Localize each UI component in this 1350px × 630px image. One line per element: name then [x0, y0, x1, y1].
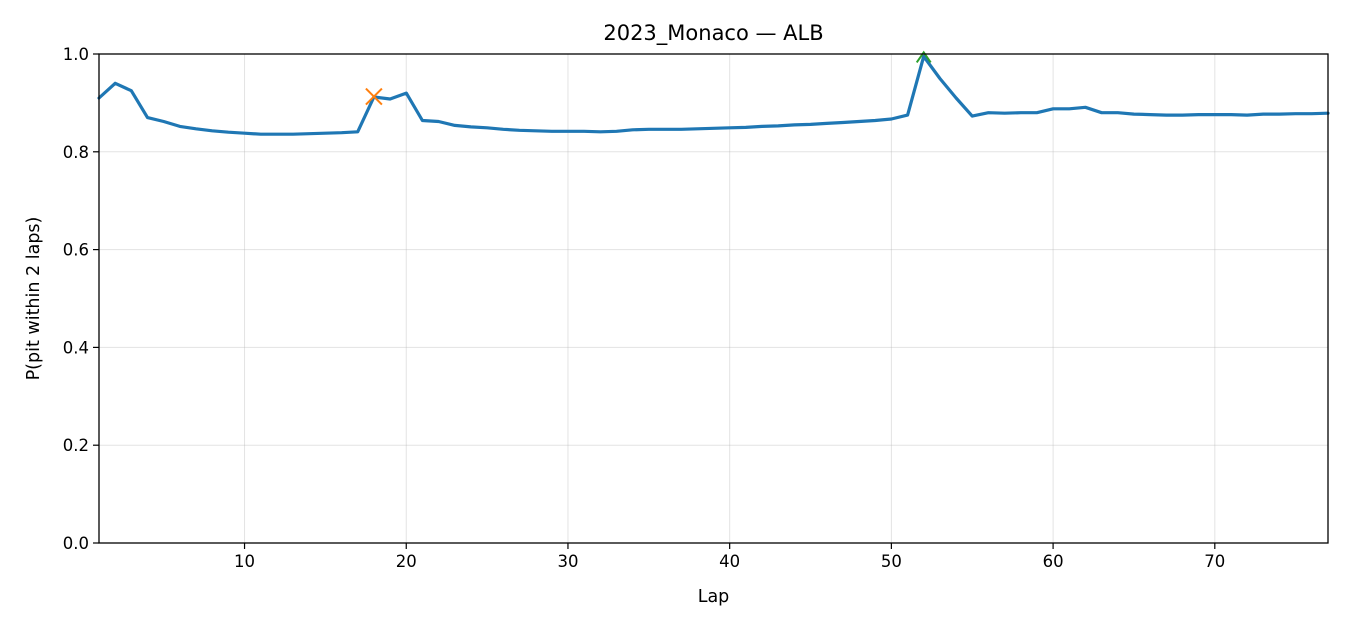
marker-group — [365, 50, 932, 106]
series-group — [97, 54, 1330, 136]
axis-ticks: 10 20 30 40 50 60 70 0.0 0.2 0.4 0.6 0.8 1.0 — [63, 45, 1226, 571]
event-marker — [915, 50, 932, 63]
y-tick-label: 0.2 — [63, 436, 89, 455]
y-tick-label: 0.0 — [63, 534, 89, 553]
pit-marker — [365, 87, 383, 106]
plot-frame — [98, 53, 1329, 544]
x-tick-label: 10 — [234, 552, 255, 571]
x-tick-label: 50 — [881, 552, 902, 571]
y-tick-label: 0.8 — [63, 143, 89, 162]
x-tick-label: 30 — [557, 552, 578, 571]
chart-title: 2023_Monaco — ALB — [603, 21, 823, 46]
y-axis-label: P(pit within 2 laps) — [24, 217, 44, 381]
pit-marker-stroke — [365, 87, 383, 106]
x-tick-label: 40 — [719, 552, 740, 571]
x-tick-label: 70 — [1204, 552, 1225, 571]
y-tick-label: 0.6 — [63, 241, 89, 260]
x-tick-label: 20 — [396, 552, 417, 571]
x-tick-label: 60 — [1043, 552, 1064, 571]
y-tick-label: 0.4 — [63, 338, 89, 357]
series-line — [97, 54, 1330, 136]
y-tick-label: 1.0 — [63, 45, 89, 64]
x-axis-label: Lap — [698, 587, 730, 607]
